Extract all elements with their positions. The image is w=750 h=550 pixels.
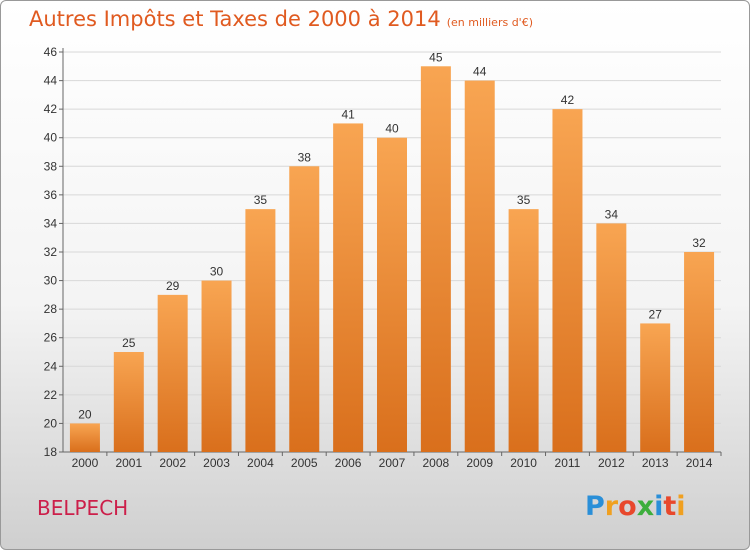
x-tick-label: 2005 (291, 456, 318, 470)
y-tick-labels: 18 20 22 24 26 28 30 32 34 36 38 40 42 44 46 (44, 45, 58, 459)
x-tick-label: 2003 (203, 456, 230, 470)
x-tick-label: 2010 (510, 456, 537, 470)
data-label: 40 (385, 122, 399, 136)
proxiti-logo: Proxiti (585, 491, 686, 522)
y-tick-label: 26 (44, 331, 58, 345)
svg-text:Proxiti: Proxiti (585, 491, 686, 522)
data-label: 25 (122, 336, 136, 350)
y-tick-label: 24 (44, 359, 58, 373)
chart-title-text: Autres Impôts et Taxes de 2000 à 2014 (29, 7, 441, 31)
data-label: 20 (78, 407, 92, 421)
bar-2002 (157, 294, 188, 452)
x-tick-label: 2014 (686, 456, 713, 470)
x-tick-label: 2004 (247, 456, 274, 470)
bar-2011 (552, 109, 583, 453)
y-tick-label: 20 (44, 416, 58, 430)
x-tick-label: 2009 (466, 456, 493, 470)
data-label: 32 (692, 236, 706, 250)
commune-name: BELPECH (37, 496, 129, 520)
bar-2000 (69, 423, 100, 452)
x-tick-label: 2000 (72, 456, 99, 470)
data-label: 34 (605, 207, 619, 221)
data-label: 44 (473, 65, 487, 79)
x-tick-label: 2008 (423, 456, 450, 470)
bar-2007 (377, 137, 407, 452)
data-label: 42 (561, 93, 575, 107)
y-tick-label: 18 (44, 445, 58, 459)
bar-2008 (420, 66, 451, 453)
bar-2004 (245, 209, 276, 452)
x-tick-label: 2006 (335, 456, 362, 470)
data-label: 38 (298, 150, 312, 164)
y-tick-label: 28 (44, 302, 58, 316)
x-tick-label: 2007 (379, 456, 406, 470)
bar-2006 (333, 123, 364, 452)
data-label: 27 (649, 307, 663, 321)
x-tick-label: 2012 (598, 456, 625, 470)
x-tick-label: 2013 (642, 456, 669, 470)
x-tick-label: 2002 (159, 456, 186, 470)
y-tick-label: 32 (44, 245, 58, 259)
x-tick-label: 2011 (555, 456, 581, 470)
data-labels: 20 25 29 30 35 38 41 40 45 44 35 42 34 27 32 (78, 50, 706, 421)
bar-2005 (289, 166, 320, 453)
y-tick-label: 22 (44, 388, 58, 402)
y-tick-label: 40 (44, 131, 58, 145)
data-label: 41 (341, 107, 355, 121)
bar-2013 (640, 323, 671, 452)
bar-2014 (684, 252, 715, 452)
x-tick-label: 2001 (115, 456, 142, 470)
data-label: 35 (517, 193, 531, 207)
bar-2012 (596, 223, 627, 452)
chart-title: Autres Impôts et Taxes de 2000 à 2014 (en… (29, 7, 533, 31)
bar-2010 (508, 209, 539, 452)
data-label: 30 (210, 265, 224, 279)
data-label: 45 (429, 50, 443, 64)
bar-2003 (201, 280, 232, 452)
data-label: 35 (254, 193, 268, 207)
y-tick-label: 34 (44, 216, 58, 230)
x-tick-labels: 2000 2001 2002 2003 2004 2005 2006 2007 2008 2009… (72, 456, 713, 470)
y-tick-label: 42 (44, 102, 58, 116)
bars (69, 66, 715, 453)
y-tick-label: 30 (44, 274, 58, 288)
y-tick-label: 44 (44, 74, 58, 88)
bar-2009 (464, 80, 495, 453)
y-tick-label: 46 (44, 45, 58, 59)
data-label: 29 (166, 279, 180, 293)
bar-2001 (113, 352, 144, 452)
y-tick-label: 38 (44, 159, 58, 173)
chart-unit: (en milliers d'€) (446, 16, 533, 29)
y-tick-label: 36 (44, 188, 58, 202)
